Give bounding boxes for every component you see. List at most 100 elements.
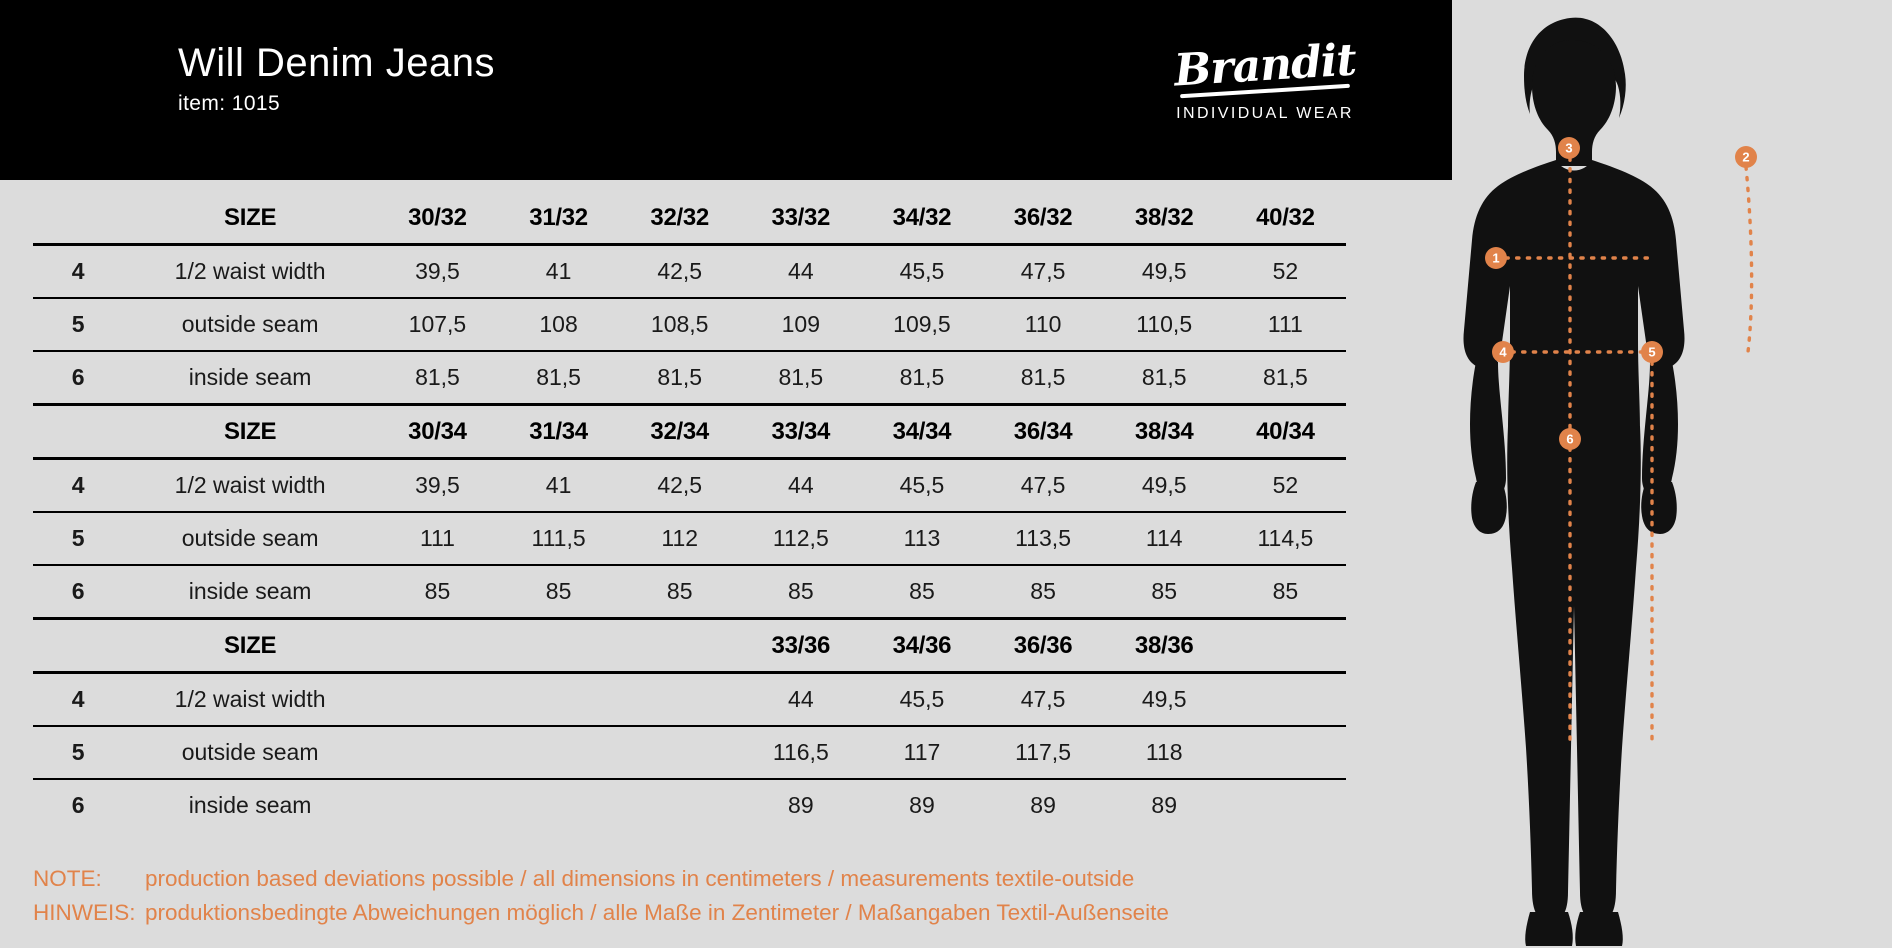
title-block: Will Denim Jeans item: 1015 (178, 42, 495, 116)
marker-number-label: 3 (1565, 141, 1572, 156)
measurement-cell: 85 (376, 565, 499, 620)
note-line-en: NOTE: production based deviations possib… (33, 862, 1433, 896)
measurement-cell: 85 (1103, 565, 1225, 620)
measurement-cell: 49,5 (1103, 672, 1225, 727)
size-header-cell-empty (1224, 617, 1346, 674)
measurement-cell: 44 (740, 672, 862, 727)
measurement-cell: 42,5 (619, 244, 741, 299)
measurement-cell: 109 (740, 298, 862, 352)
measurement-cell: 113,5 (982, 512, 1104, 566)
marker-6: 6 (1559, 428, 1581, 450)
table-row: 4 1/2 waist width 44 45,5 47,5 49,5 (33, 672, 1346, 727)
size-header-cell: 31/32 (498, 192, 620, 246)
row-number: 5 (33, 512, 124, 566)
measurement-cell-empty (376, 726, 499, 780)
measurement-cell: 81,5 (376, 351, 499, 406)
size-header-num-cell (33, 403, 124, 460)
row-label: 1/2 waist width (123, 672, 377, 727)
size-header-label: SIZE (123, 192, 377, 246)
size-header-cell: 30/34 (376, 403, 499, 460)
measurement-cell: 118 (1103, 726, 1225, 780)
row-number: 5 (33, 298, 124, 352)
row-number: 4 (33, 244, 124, 299)
table-row: 6 inside seam 85 85 85 85 85 85 85 85 (33, 565, 1346, 620)
measurement-cell: 47,5 (982, 458, 1104, 513)
size-header-num-cell (33, 617, 124, 674)
marker-circle-icon (1558, 137, 1580, 159)
measurement-cell: 81,5 (861, 351, 983, 406)
measurement-cell: 41 (498, 458, 620, 513)
measurement-cell: 45,5 (861, 458, 983, 513)
size-header-cell: 34/36 (861, 617, 983, 674)
measurement-cell: 117 (861, 726, 983, 780)
measurement-cell: 89 (1030, 792, 1056, 818)
note-text-en: production based deviations possible / a… (145, 866, 1135, 891)
row-label: outside seam (123, 298, 377, 352)
measurement-cell: 81,5 (1224, 351, 1346, 406)
size-header-num-cell (33, 192, 124, 246)
header-bar: Will Denim Jeans item: 1015 Brandit INDI… (0, 0, 1452, 180)
marker-5: 5 (1641, 341, 1663, 363)
size-header-cell: 40/32 (1224, 192, 1346, 246)
measurement-cell: 116,5 (740, 726, 862, 780)
size-header-cell: 38/32 (1103, 192, 1225, 246)
measurement-figure: 1 2 3 4 5 6 (1463, 17, 1757, 946)
item-number: item: 1015 (178, 92, 281, 115)
size-header-label: SIZE (123, 403, 377, 460)
measurement-markers: 1 2 3 4 5 6 (1485, 137, 1757, 450)
row-label: 1/2 waist width (123, 458, 377, 513)
marker-circle-icon (1735, 146, 1757, 168)
measurement-cell: 111 (376, 512, 499, 566)
measurement-cell: 39,5 (376, 244, 499, 299)
measurement-cell: 113 (861, 512, 983, 566)
table-row: 4 1/2 waist width 39,5 41 42,5 44 45,5 47,5 49,5… (33, 244, 1346, 299)
measurement-cell: 110,5 (1103, 298, 1225, 352)
marker-circle-icon (1492, 341, 1514, 363)
marker-circle-icon (1485, 247, 1507, 269)
measurement-cell: 111,5 (498, 512, 620, 566)
measurement-cell: 108,5 (619, 298, 741, 352)
size-header-row: SIZE 30/34 31/34 32/34 33/34 34/34 36/34 38/34 4… (33, 403, 1346, 460)
measurement-cell: 85 (982, 565, 1104, 620)
notes-block: NOTE: production based deviations possib… (33, 862, 1433, 930)
size-header-cell: 38/36 (1103, 617, 1225, 674)
row-label: outside seam (123, 512, 377, 566)
table-row: 6 inside seam 89 89 89 89 (33, 779, 1346, 831)
table-row: 4 1/2 waist width 39,5 41 42,5 44 45,5 47,5 49,5… (33, 458, 1346, 513)
marker-number-label: 4 (1499, 345, 1507, 360)
measurement-cell: 110 (982, 298, 1104, 352)
row-number: 4 (33, 672, 124, 727)
measurement-cell: 42,5 (619, 458, 741, 513)
measurement-cell: 81,5 (498, 351, 620, 406)
measurement-cell: 111 (1224, 298, 1346, 352)
measurement-cell: 49,5 (1103, 458, 1225, 513)
measurement-cell: 81,5 (1103, 351, 1225, 406)
size-header-cell: 30/32 (376, 192, 499, 246)
marker-3: 3 (1558, 137, 1580, 159)
male-silhouette-icon (1463, 17, 1685, 946)
measurement-cell-empty (619, 779, 740, 831)
table-row: 5 outside seam 111 111,5 112 112,5 113 113,5 114… (33, 512, 1346, 566)
marker-number-label: 1 (1492, 251, 1499, 266)
logo-tagline: INDIVIDUAL WEAR (1176, 105, 1354, 122)
note-key-de: HINWEIS: (33, 900, 136, 926)
measurement-cell: 108 (498, 298, 620, 352)
marker-number-label: 2 (1742, 150, 1749, 165)
measurement-cell: 81,5 (619, 351, 741, 406)
measurement-cell: 107,5 (376, 298, 499, 352)
size-header-cell-empty (498, 617, 620, 674)
note-text-de: produktionsbedingte Abweichungen möglich… (145, 900, 1169, 926)
measurement-guides (1504, 156, 1754, 744)
size-header-cell: 33/32 (740, 192, 862, 246)
marker-circle-icon (1559, 428, 1581, 450)
size-header-row: SIZE 30/32 31/32 32/32 33/32 34/32 36/32 38/32 4… (33, 192, 1346, 246)
table-row: 5 outside seam 107,5 108 108,5 109 109,5 110 110… (33, 298, 1346, 352)
measurement-cell-empty (619, 672, 741, 727)
row-label: inside seam (123, 351, 377, 406)
measurement-cell: 44 (740, 458, 862, 513)
size-header-cell: 32/32 (619, 192, 741, 246)
page-title: Will Denim Jeans (178, 41, 495, 85)
note-key-en: NOTE: (33, 866, 102, 891)
marker-4: 4 (1492, 341, 1514, 363)
row-label: 1/2 waist width (123, 244, 377, 299)
